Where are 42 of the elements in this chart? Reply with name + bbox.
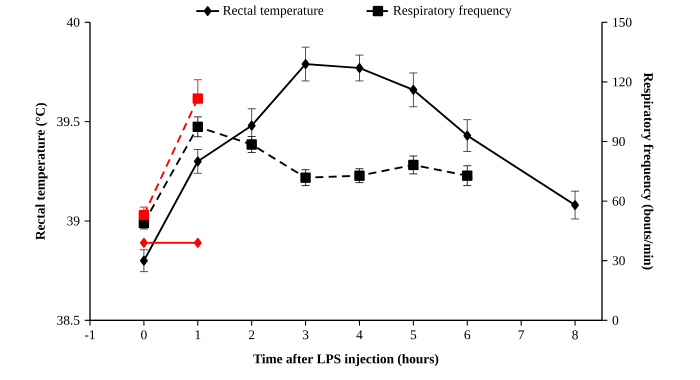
point	[462, 170, 472, 181]
point	[192, 93, 203, 104]
point	[138, 210, 150, 220]
y2-tick-label: 120	[613, 77, 632, 86]
point	[571, 200, 579, 210]
x-tick-label: -1	[84, 330, 95, 340]
y2-tick-label: 150	[613, 18, 632, 27]
x-tick-label: 0	[141, 330, 147, 340]
y2-tick-label: 30	[612, 256, 625, 266]
point	[194, 238, 202, 248]
x-tick-label: 2	[248, 330, 254, 340]
x-tick-label: 1	[196, 330, 200, 340]
x-tick-label: 3	[302, 330, 308, 340]
legend-label: Rectal temperature	[223, 5, 324, 18]
x-tick-label: 7	[518, 330, 524, 339]
point	[192, 121, 203, 132]
x-axis-title: Time after LPS injection (hours)	[253, 354, 438, 366]
point	[300, 172, 311, 183]
y-tick-label: 39.5	[57, 116, 80, 126]
point	[356, 62, 364, 73]
point	[463, 130, 472, 140]
y-axis-title: Rectal temperature (°C)	[35, 102, 48, 240]
x-tick-label: 5	[410, 330, 416, 340]
point	[246, 139, 257, 150]
y-tick-label: 38.5	[57, 316, 80, 325]
point	[248, 120, 256, 130]
x-tick-label: 6	[464, 330, 470, 340]
point	[408, 160, 419, 170]
point	[140, 256, 148, 266]
x-tick-label: 4	[356, 330, 363, 339]
point	[302, 58, 310, 69]
y-tick-label: 40	[66, 18, 80, 27]
point	[409, 84, 418, 95]
x-tick-label: 8	[572, 330, 578, 340]
y2-tick-label: 60	[612, 196, 625, 206]
point	[140, 238, 148, 248]
y-tick-label: 39	[67, 216, 80, 226]
legend-label: Respiratory frequency	[393, 5, 512, 18]
y2-axis-title: Respiratory frequency (bouts/min)	[641, 72, 654, 270]
y2-tick-label: 90	[612, 136, 625, 146]
point	[194, 156, 202, 166]
y2-tick-label: 0	[612, 316, 618, 325]
